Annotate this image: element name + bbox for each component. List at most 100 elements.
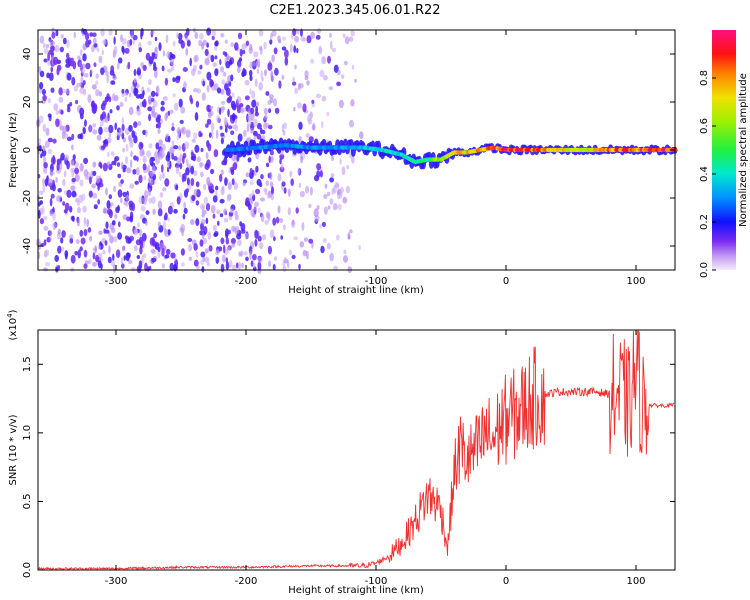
spectrogram-noise-cell bbox=[230, 74, 234, 82]
spectrogram-noise-cell bbox=[42, 42, 46, 49]
spectrogram-noise-cell bbox=[267, 62, 273, 71]
spectrogram-noise-cell bbox=[71, 76, 76, 86]
spectrogram-noise-cell bbox=[337, 204, 342, 211]
spectrogram-noise-cell bbox=[50, 45, 55, 52]
spectrogram-noise-cell bbox=[129, 183, 135, 189]
spectrogram-noise-cell bbox=[262, 234, 267, 241]
snr-multiplier-close: ) bbox=[8, 309, 19, 313]
spectrogram-noise-cell bbox=[300, 156, 303, 164]
spectrogram-noise-cell bbox=[71, 169, 75, 178]
spectrogram-noise-cell bbox=[176, 75, 181, 81]
spectrogram-noise-cell bbox=[221, 108, 225, 114]
spectrogram-noise-cell bbox=[164, 254, 170, 259]
spectrogram-noise-cell bbox=[39, 35, 45, 44]
spectrogram-noise-cell bbox=[214, 55, 218, 60]
spectrogram-noise-cell bbox=[223, 208, 228, 215]
spectrogram-noise-cell bbox=[316, 170, 321, 178]
spectrogram-noise-cell bbox=[269, 229, 275, 239]
spectrogram-noise-cell bbox=[324, 183, 328, 189]
spectrogram-noise-cell bbox=[311, 99, 315, 104]
spectrogram-noise-cell bbox=[220, 66, 225, 73]
spectrogram-noise-cell bbox=[195, 181, 200, 188]
spectrogram-noise-cell bbox=[124, 47, 130, 54]
spectrogram-noise-cell bbox=[45, 127, 50, 136]
spectrogram-noise-cell bbox=[117, 204, 120, 212]
spectrogram-noise-cell bbox=[108, 96, 112, 103]
spectrogram-noise-cell bbox=[58, 87, 63, 96]
spectrogram-noise-cell bbox=[60, 155, 64, 161]
spectrogram-noise-cell bbox=[247, 157, 252, 163]
spectrogram-noise-cell bbox=[102, 39, 107, 45]
spectrogram-noise-cell bbox=[117, 232, 122, 240]
spectrogram-noise-cell bbox=[54, 44, 60, 53]
spectrogram-noise-cell bbox=[236, 96, 242, 104]
spectrogram-noise-cell bbox=[77, 249, 81, 259]
spectrogram-noise-cell bbox=[225, 237, 230, 245]
spectrogram-noise-cell bbox=[224, 83, 229, 91]
spectrogram-noise-cell bbox=[173, 208, 178, 214]
spectrogram-noise-cell bbox=[213, 232, 218, 237]
spectrogram-noise-cell bbox=[57, 228, 61, 235]
spectrogram-noise-cell bbox=[151, 238, 156, 247]
spectrogram-noise-cell bbox=[56, 64, 62, 72]
spectrogram-noise-cell bbox=[51, 31, 56, 39]
spectrogram-noise-cell bbox=[222, 254, 226, 263]
spectrogram-noise-cell bbox=[289, 249, 292, 255]
spectrogram-noise-cell bbox=[92, 161, 97, 168]
spectrogram-noise-cell bbox=[172, 93, 176, 98]
spectrogram-noise-cell bbox=[145, 52, 151, 61]
spectrogram-noise-cell bbox=[200, 219, 206, 225]
spectrogram-noise-cell bbox=[122, 147, 125, 153]
spectrogram-noise-cell bbox=[342, 196, 348, 204]
spectrogram-noise-cell bbox=[180, 262, 185, 267]
spectrogram-noise-cell bbox=[112, 264, 117, 274]
spectrogram-noise-cell bbox=[202, 80, 205, 87]
spectrogram-noise-cell bbox=[198, 130, 202, 138]
spectrogram-noise-cell bbox=[249, 75, 253, 82]
spectrogram-noise-cell bbox=[122, 244, 126, 253]
spectrogram-noise-cell bbox=[107, 208, 112, 215]
spectrogram-noise-cell bbox=[107, 256, 112, 264]
spectrogram-noise-cell bbox=[79, 107, 85, 117]
spectrogram-noise-cell bbox=[80, 68, 86, 74]
spectrogram-noise-cell bbox=[102, 208, 107, 214]
spectrogram-noise-cell bbox=[271, 186, 274, 195]
spectrogram-noise-cell bbox=[161, 65, 165, 72]
spectrogram-noise-cell bbox=[108, 245, 111, 254]
spectrogram-noise-cell bbox=[323, 206, 328, 215]
spectrogram-noise-cell bbox=[224, 119, 228, 126]
spectrogram-noise-cell bbox=[80, 76, 84, 84]
spectrogram-noise-cell bbox=[298, 182, 302, 188]
spectrogram-noise-cell bbox=[349, 229, 353, 234]
spectrogram-x-tick-label: -100 bbox=[365, 276, 388, 287]
spectrogram-noise-cell bbox=[100, 67, 105, 75]
spectrogram-noise-cell bbox=[232, 92, 235, 98]
spectrogram-noise-cell bbox=[159, 150, 165, 159]
spectrogram-noise-cell bbox=[239, 48, 243, 57]
spectrogram-noise-cell bbox=[58, 96, 64, 103]
spectrogram-noise-cell bbox=[55, 110, 59, 116]
spectrogram-noise-cell bbox=[183, 81, 187, 90]
spectrogram-noise-cell bbox=[247, 114, 251, 122]
spectrogram-noise-cell bbox=[200, 258, 205, 266]
spectrogram-noise-cell bbox=[329, 198, 334, 205]
spectrogram-noise-cell bbox=[331, 47, 337, 53]
spectrogram-noise-cell bbox=[282, 129, 286, 136]
spectrogram-noise-cell bbox=[153, 112, 159, 119]
spectrogram-noise-cell bbox=[156, 85, 160, 94]
spectrogram-noise-cell bbox=[280, 162, 284, 170]
spectrogram-noise-cell bbox=[157, 121, 161, 129]
spectrogram-noise-cell bbox=[165, 154, 171, 162]
spectrogram-noise-cell bbox=[199, 64, 203, 70]
spectrogram-noise-cell bbox=[234, 42, 239, 51]
spectrogram-noise-cell bbox=[190, 165, 195, 175]
spectrogram-noise-cell bbox=[316, 93, 322, 99]
spectrogram-noise-cell bbox=[223, 244, 226, 254]
spectrogram-noise-cell bbox=[107, 136, 112, 143]
spectrogram-noise-cell bbox=[225, 232, 229, 239]
spectrogram-noise-cell bbox=[76, 206, 81, 214]
spectrogram-noise-cell bbox=[110, 227, 116, 234]
spectrogram-noise-cell bbox=[112, 75, 117, 81]
spectrogram-noise-cell bbox=[213, 149, 219, 158]
spectrogram-noise-cell bbox=[194, 31, 199, 39]
